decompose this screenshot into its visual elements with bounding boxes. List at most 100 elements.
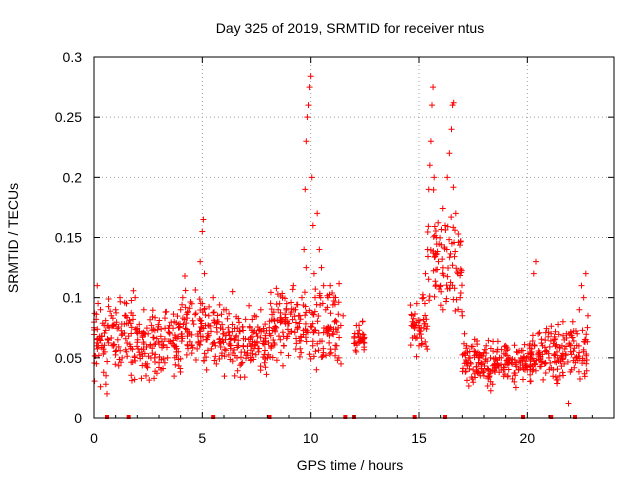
data-point bbox=[233, 332, 240, 339]
data-point bbox=[432, 283, 439, 290]
data-point bbox=[260, 340, 266, 347]
data-point bbox=[211, 357, 218, 364]
data-point bbox=[309, 320, 316, 327]
data-point bbox=[148, 322, 155, 329]
data-point bbox=[281, 318, 288, 325]
data-point bbox=[317, 302, 324, 309]
data-point bbox=[302, 320, 309, 327]
data-point bbox=[533, 258, 539, 265]
data-point bbox=[543, 348, 550, 355]
data-point bbox=[460, 350, 467, 357]
data-point bbox=[448, 214, 455, 221]
data-point bbox=[130, 316, 136, 323]
data-point bbox=[194, 345, 201, 352]
data-point bbox=[227, 356, 234, 363]
data-point bbox=[240, 327, 247, 334]
data-point bbox=[186, 330, 193, 337]
data-point bbox=[583, 360, 590, 367]
data-point bbox=[145, 330, 152, 337]
data-point bbox=[101, 348, 108, 355]
data-point bbox=[517, 354, 524, 361]
data-point bbox=[457, 266, 464, 273]
data-point bbox=[542, 359, 549, 366]
data-point bbox=[450, 184, 457, 191]
data-point bbox=[104, 358, 111, 365]
data-point bbox=[465, 382, 472, 389]
data-point bbox=[226, 310, 233, 317]
data-point bbox=[312, 327, 319, 334]
data-point bbox=[496, 362, 503, 369]
data-point bbox=[451, 253, 458, 260]
data-point bbox=[480, 353, 487, 360]
data-point bbox=[109, 322, 116, 329]
data-point bbox=[407, 302, 414, 309]
data-point bbox=[257, 306, 264, 313]
data-point bbox=[410, 315, 417, 322]
data-point bbox=[484, 358, 491, 365]
data-point bbox=[190, 321, 197, 328]
data-point bbox=[460, 365, 467, 372]
data-point bbox=[556, 372, 563, 379]
data-point bbox=[304, 114, 311, 121]
x-tick-label: 20 bbox=[520, 430, 536, 446]
zero-marker bbox=[211, 415, 216, 419]
data-point bbox=[574, 330, 581, 337]
data-point bbox=[569, 334, 576, 341]
data-point bbox=[504, 372, 511, 379]
data-point bbox=[210, 317, 217, 324]
data-point bbox=[329, 289, 336, 296]
data-point bbox=[410, 323, 417, 330]
data-point bbox=[170, 325, 177, 332]
data-point bbox=[524, 366, 531, 373]
data-point bbox=[434, 248, 441, 255]
data-point bbox=[262, 364, 269, 371]
data-point bbox=[464, 349, 471, 356]
data-point bbox=[315, 347, 322, 354]
data-point bbox=[336, 334, 343, 341]
data-point bbox=[458, 282, 465, 289]
data-point bbox=[122, 335, 129, 342]
data-point bbox=[330, 294, 337, 301]
data-point bbox=[520, 376, 526, 383]
data-point bbox=[269, 354, 276, 361]
data-point bbox=[151, 341, 158, 348]
data-point bbox=[303, 338, 310, 345]
data-point bbox=[435, 258, 442, 265]
data-point bbox=[511, 342, 518, 349]
data-point bbox=[430, 233, 437, 240]
data-point bbox=[355, 330, 362, 337]
data-point bbox=[576, 306, 583, 313]
data-point bbox=[407, 342, 414, 349]
data-point bbox=[307, 355, 314, 362]
data-point bbox=[494, 348, 500, 355]
data-point bbox=[173, 343, 180, 350]
data-point bbox=[265, 339, 272, 346]
data-point bbox=[565, 400, 572, 407]
grid-lines bbox=[94, 57, 614, 418]
data-point bbox=[292, 306, 299, 313]
data-point bbox=[552, 328, 559, 335]
data-point bbox=[542, 337, 549, 344]
zero-marker bbox=[412, 415, 417, 419]
data-point bbox=[582, 270, 589, 277]
data-point bbox=[450, 99, 457, 106]
data-point bbox=[117, 294, 123, 301]
data-point bbox=[261, 359, 268, 366]
data-point bbox=[247, 347, 254, 354]
data-point bbox=[291, 313, 298, 320]
data-point bbox=[204, 336, 211, 343]
data-point bbox=[552, 342, 559, 349]
data-point bbox=[125, 333, 132, 340]
data-point bbox=[284, 326, 291, 333]
data-point bbox=[198, 320, 205, 327]
y-tick-label: 0.15 bbox=[55, 230, 82, 246]
data-point bbox=[115, 343, 122, 350]
data-point bbox=[286, 330, 292, 337]
data-point bbox=[423, 325, 430, 332]
data-point bbox=[446, 150, 453, 157]
data-point bbox=[511, 378, 518, 385]
data-point bbox=[178, 333, 185, 340]
data-point bbox=[192, 286, 199, 293]
zero-marker bbox=[573, 415, 577, 419]
data-point bbox=[196, 341, 203, 348]
